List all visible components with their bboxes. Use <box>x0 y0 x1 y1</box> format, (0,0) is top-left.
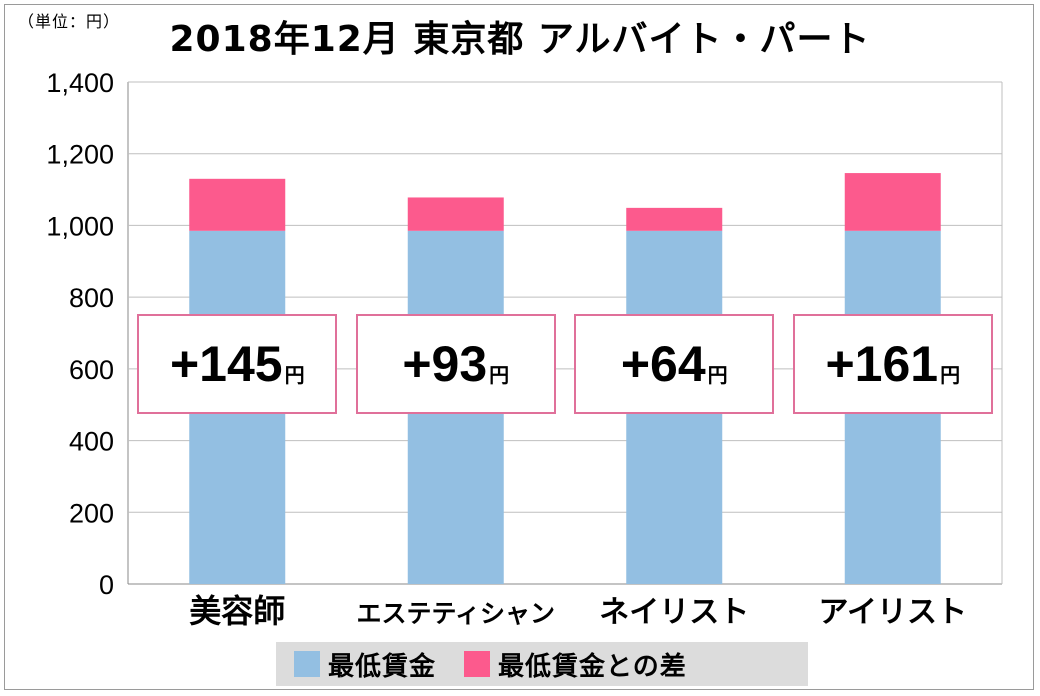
x-category-label: 美容師 <box>189 592 285 630</box>
y-tick-label: 800 <box>69 283 114 313</box>
legend-label-base: 最低賃金 <box>328 651 437 682</box>
x-category-label: アイリスト <box>819 595 968 630</box>
diff-annotation-box: +93 円 <box>355 314 556 414</box>
legend-item-diff: 最低賃金との差 <box>464 646 687 683</box>
bar-diff <box>844 173 941 231</box>
y-tick-label: 400 <box>69 427 114 457</box>
y-tick-label: 1,400 <box>46 68 114 98</box>
diff-annotation-box: +161 円 <box>792 314 993 414</box>
chart-title: 2018年12月 東京都 アルバイト・パート <box>169 19 871 60</box>
bar-diff <box>189 178 286 231</box>
y-tick-label: 1,200 <box>46 140 114 170</box>
legend-swatch-base <box>294 651 320 677</box>
x-category-label: エステティシャン <box>356 599 555 628</box>
bar-diff <box>407 197 504 231</box>
diff-annotation-unit: 円 <box>489 362 510 387</box>
diff-annotation-unit: 円 <box>707 362 728 387</box>
diff-annotation-value: +64 <box>620 336 706 392</box>
x-category-label: ネイリスト <box>599 595 749 630</box>
diff-annotation-box: +145 円 <box>137 314 338 414</box>
unit-label: （単位：円） <box>18 12 121 31</box>
legend-item-base: 最低賃金 <box>294 646 436 683</box>
y-tick-label: 0 <box>99 570 114 600</box>
y-tick-label: 1,000 <box>46 211 114 241</box>
legend-label-diff: 最低賃金との差 <box>498 651 687 682</box>
diff-annotation-value: +161 <box>825 336 939 392</box>
diff-annotation-unit: 円 <box>940 362 961 387</box>
y-tick-label: 200 <box>69 498 114 528</box>
diff-annotation-value: +93 <box>402 336 488 392</box>
legend: 最低賃金 最低賃金との差 <box>276 642 808 686</box>
diff-annotation-unit: 円 <box>284 362 305 387</box>
legend-swatch-diff <box>464 651 491 677</box>
bar-diff <box>626 207 723 231</box>
diff-annotation-value: +145 <box>169 336 283 392</box>
diff-annotation-box: +64 円 <box>574 314 775 414</box>
y-tick-label: 600 <box>69 355 114 385</box>
